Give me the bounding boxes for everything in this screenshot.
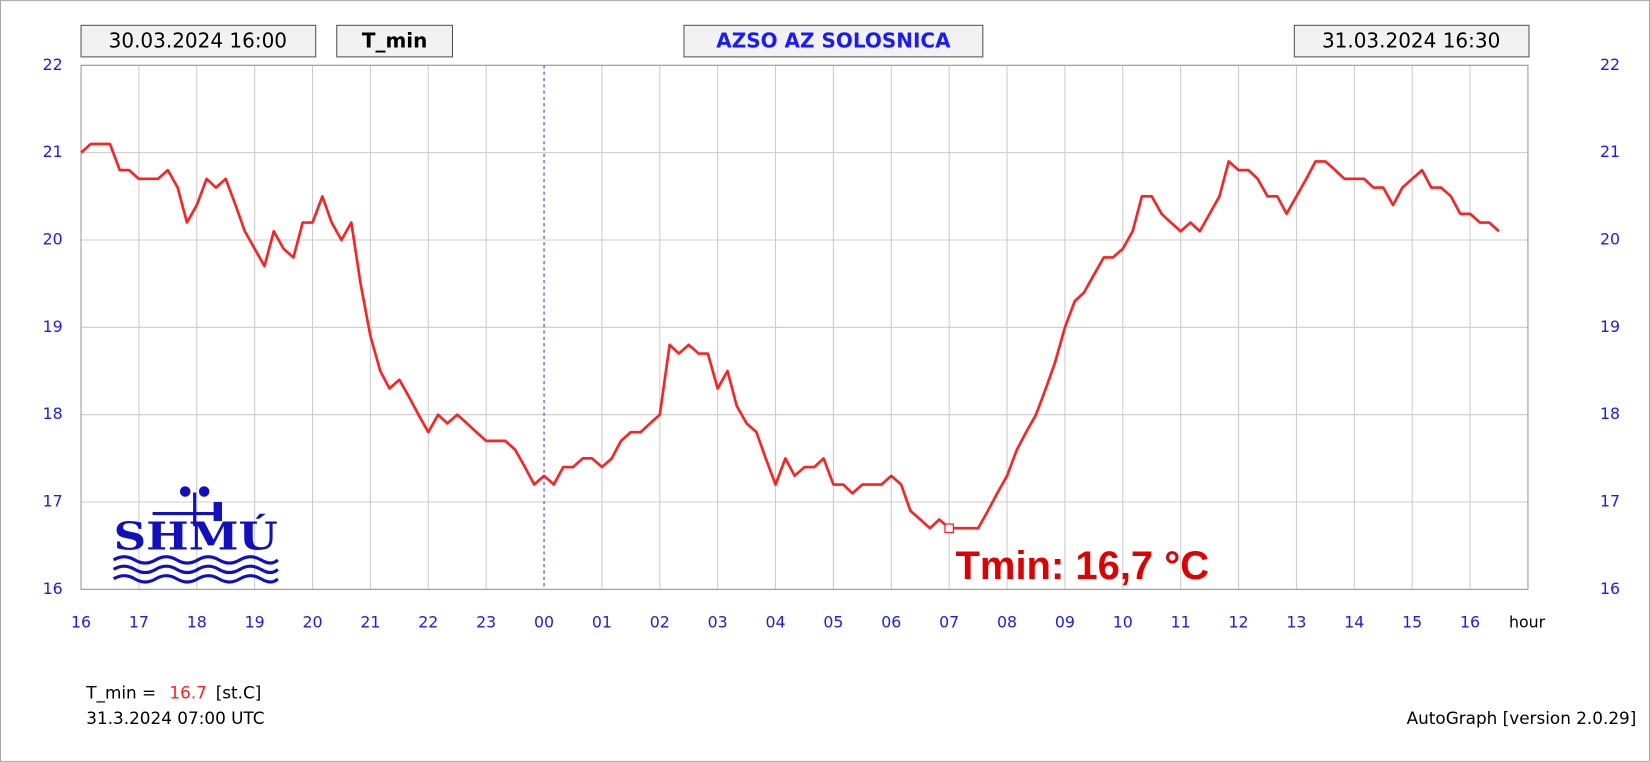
y-tick-label: 19	[43, 317, 63, 336]
x-tick-label: 19	[245, 613, 265, 632]
x-tick-label: 01	[592, 613, 612, 632]
x-tick-label: 08	[997, 613, 1017, 632]
x-tick-label: 02	[650, 613, 670, 632]
y-tick-label: 16	[43, 579, 63, 598]
x-tick-label: 14	[1344, 613, 1364, 632]
y-tick-label-right: 17	[1600, 492, 1620, 511]
x-tick-label: 21	[360, 613, 380, 632]
footer-version: AutoGraph [version 2.0.29]	[1407, 708, 1637, 728]
y-tick-label-right: 19	[1600, 317, 1620, 336]
x-tick-label: 03	[708, 613, 728, 632]
x-tick-label: 04	[766, 613, 786, 632]
x-tick-label: 22	[418, 613, 438, 632]
x-tick-label: 09	[1055, 613, 1075, 632]
x-tick-label: 12	[1229, 613, 1249, 632]
y-tick-label-right: 18	[1600, 404, 1620, 423]
chart-title: AZSO AZ SOLOSNICA	[716, 29, 951, 53]
min-annotation: Tmin: 16,7 °C	[955, 544, 1209, 588]
x-tick-label: 18	[187, 613, 207, 632]
end-box	[1293, 24, 1530, 58]
plot-area	[80, 64, 1529, 590]
x-tick-label: 05	[823, 613, 843, 632]
x-tick-label: 15	[1402, 613, 1422, 632]
logo-text: SHMÚ	[114, 513, 278, 558]
x-axis-label: hour	[1509, 613, 1546, 632]
y-tick-label: 18	[43, 404, 63, 423]
logo: SHMÚ	[112, 486, 279, 584]
variable: T_min	[362, 29, 428, 53]
footer-value: 16.7	[169, 683, 206, 703]
x-tick-label: 13	[1286, 613, 1306, 632]
x-tick-label: 20	[303, 613, 323, 632]
variable-box	[336, 24, 454, 58]
y-tick-label-right: 16	[1600, 579, 1620, 598]
y-tick-label-right: 20	[1600, 229, 1620, 248]
x-tick-label: 07	[939, 613, 959, 632]
x-tick-label: 16	[71, 613, 91, 632]
x-tick-label: 00	[534, 613, 554, 632]
logo-waves	[112, 555, 279, 584]
y-tick-label: 22	[43, 55, 63, 74]
y-tick-label: 21	[43, 142, 63, 161]
y-tick-label: 20	[43, 229, 63, 248]
start-box	[80, 24, 317, 58]
data-line	[80, 142, 1500, 530]
start-time: 30.03.2024 16:00	[109, 29, 287, 53]
logo-cup	[198, 486, 210, 497]
y-tick-label: 17	[43, 492, 63, 511]
logo-tail	[213, 502, 223, 521]
x-tick-label: 16	[1460, 613, 1480, 632]
footer-unit: [st.C]	[216, 683, 262, 703]
x-tick-label: 17	[129, 613, 149, 632]
logo-cup	[179, 486, 191, 497]
y-tick-label-right: 21	[1600, 142, 1620, 161]
x-tick-label: 23	[476, 613, 496, 632]
x-tick-label: 10	[1113, 613, 1133, 632]
y-tick-label-right: 22	[1600, 55, 1620, 74]
footer-time: 31.3.2024 07:00 UTC	[86, 708, 264, 728]
x-tick-label: 06	[881, 613, 901, 632]
min-marker	[944, 523, 955, 534]
end-time: 31.03.2024 16:30	[1322, 29, 1500, 53]
x-tick-label: 11	[1171, 613, 1191, 632]
title-box	[683, 24, 984, 58]
footer-label: T_min =	[85, 683, 156, 704]
